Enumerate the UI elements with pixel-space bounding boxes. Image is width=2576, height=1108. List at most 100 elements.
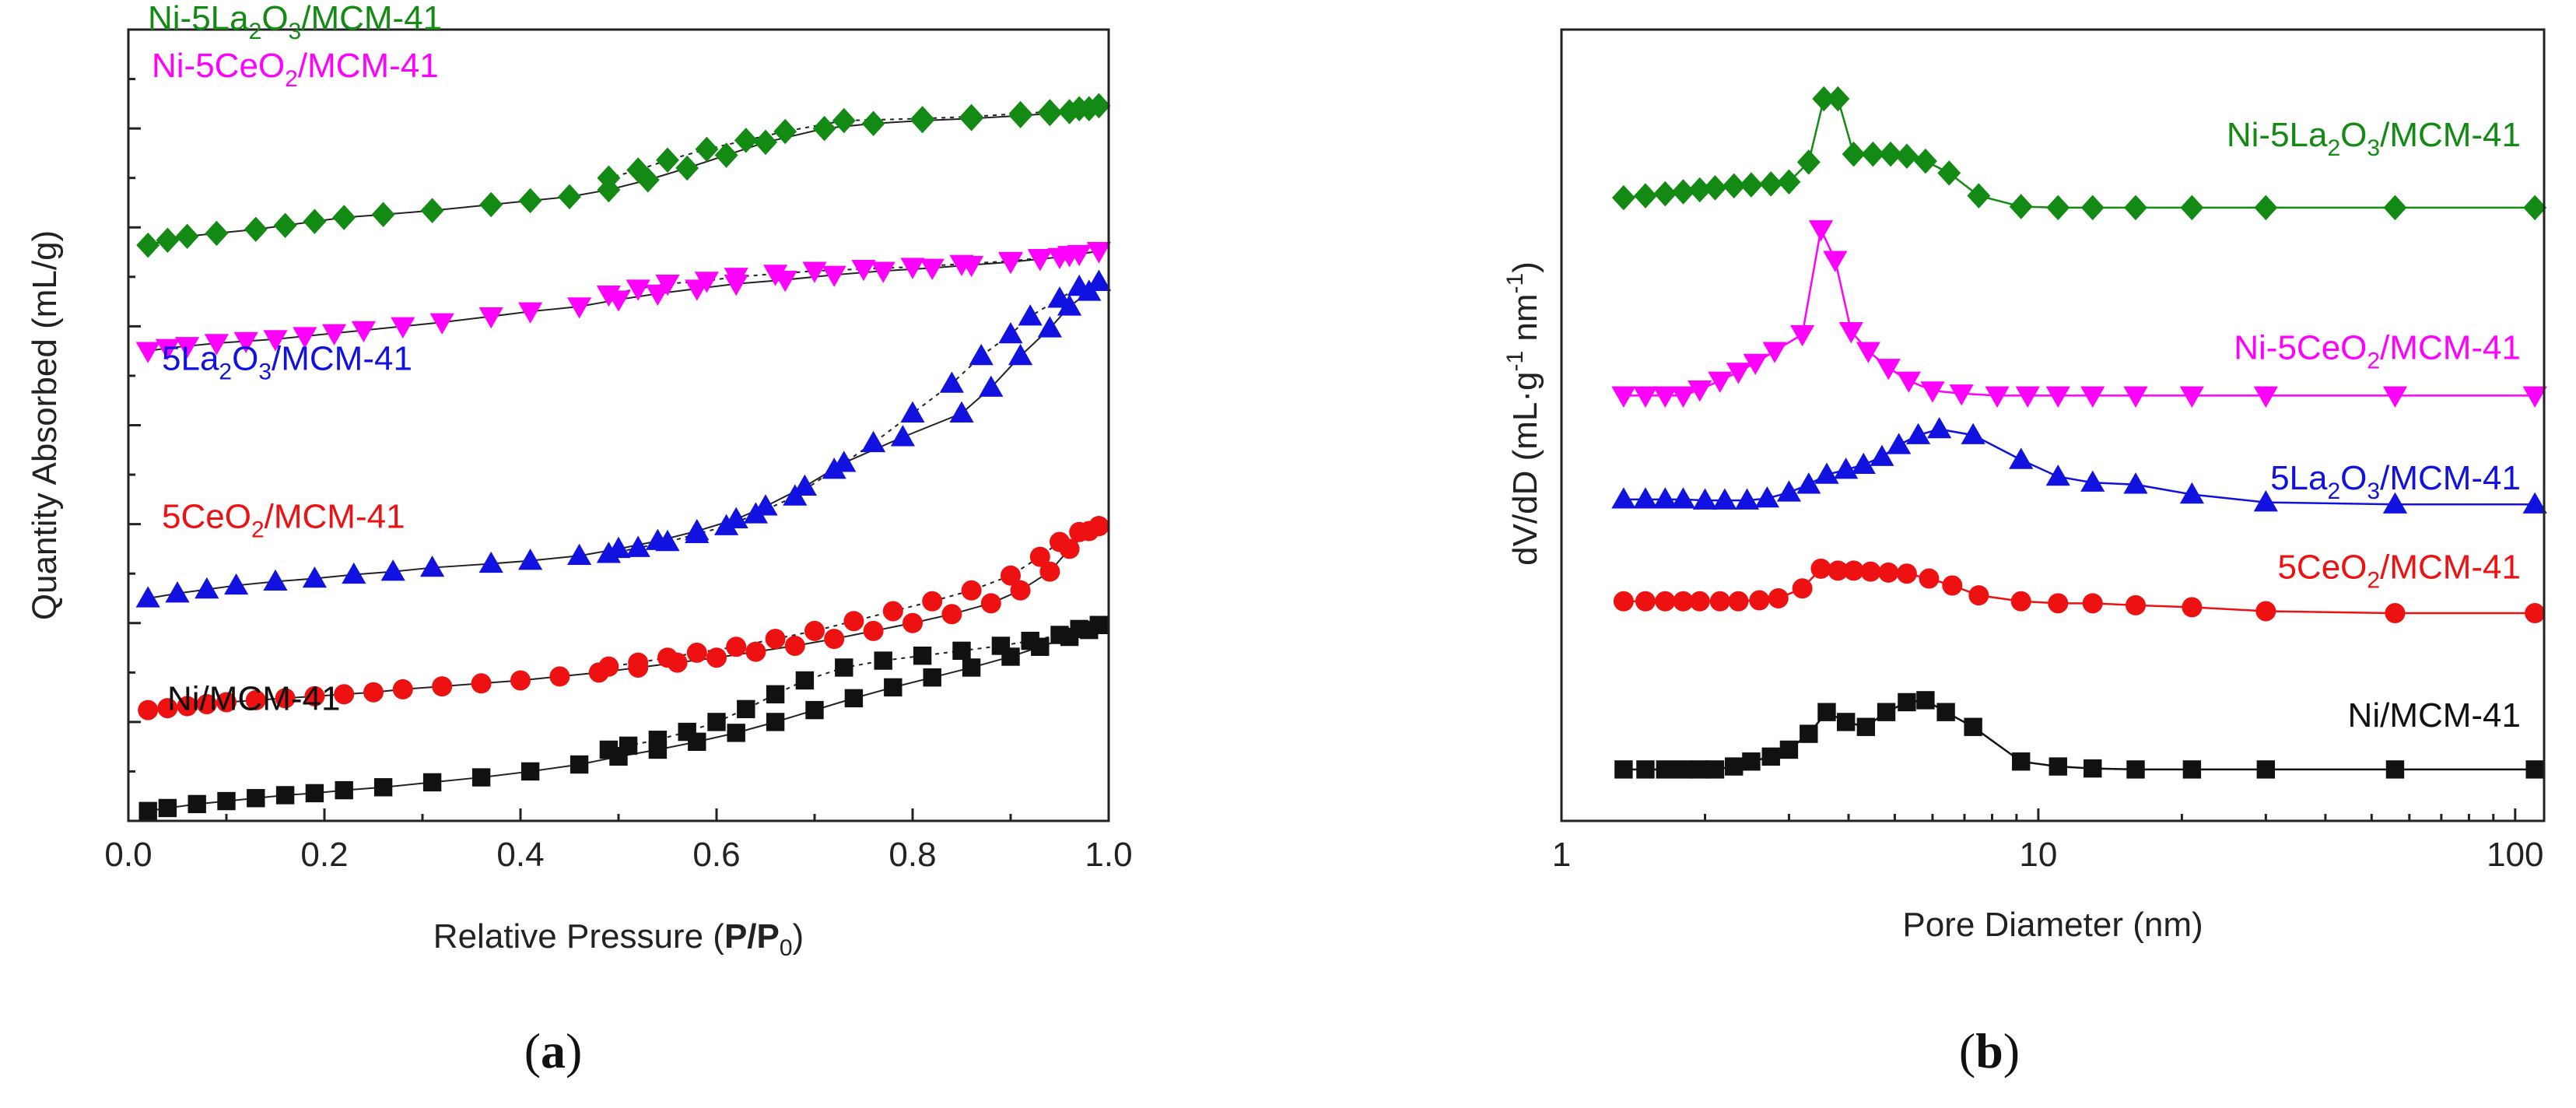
series-label: Ni/MCM-41 bbox=[167, 680, 340, 718]
adsorption-point bbox=[263, 569, 288, 591]
series-label: Ni-5La2O3/MCM-41 bbox=[148, 0, 442, 44]
desorption-point bbox=[686, 642, 707, 663]
adsorption-point bbox=[471, 768, 491, 787]
series-label: 5La2O3/MCM-41 bbox=[2270, 459, 2521, 504]
desorption-point bbox=[657, 647, 678, 668]
x-tick-label: 100 bbox=[2487, 836, 2543, 874]
adsorption-point bbox=[305, 784, 324, 803]
adsorption-line bbox=[148, 624, 1099, 812]
data-point bbox=[2045, 465, 2070, 486]
data-point bbox=[1936, 703, 1955, 721]
desorption-point bbox=[1086, 242, 1111, 264]
data-point bbox=[1877, 703, 1896, 721]
adsorption-point bbox=[636, 167, 660, 193]
data-point bbox=[1708, 371, 1733, 393]
series-Ni-5CeO2/MCM-41 bbox=[135, 242, 1111, 363]
data-point bbox=[2015, 386, 2040, 408]
data-point bbox=[1726, 363, 1751, 384]
data-point bbox=[2080, 195, 2105, 221]
adsorption-point bbox=[429, 313, 454, 335]
adsorption-point bbox=[373, 778, 393, 797]
adsorption-point bbox=[1037, 316, 1062, 338]
desorption-point bbox=[922, 591, 943, 612]
data-point bbox=[1823, 251, 1848, 272]
desorption-point bbox=[626, 157, 650, 183]
data-point bbox=[2383, 195, 2407, 221]
data-point bbox=[1754, 486, 1779, 508]
panel-b-y-axis-title: dV/dD (mL·g-1 nm-1) bbox=[1502, 261, 1544, 566]
desorption-point bbox=[626, 535, 650, 557]
data-point bbox=[1961, 423, 1985, 444]
panel-b-plot-frame bbox=[1560, 28, 2546, 822]
desorption-point bbox=[724, 268, 748, 289]
series-label: Ni/MCM-41 bbox=[2348, 696, 2521, 735]
data-point bbox=[1611, 487, 1636, 509]
data-point bbox=[2126, 594, 2147, 615]
x-tick-label: 0.2 bbox=[300, 836, 348, 874]
desorption-point bbox=[765, 629, 786, 650]
data-point bbox=[2180, 195, 2204, 221]
desorption-point bbox=[1021, 631, 1039, 650]
desorption-point bbox=[1050, 626, 1069, 644]
data-point bbox=[2525, 760, 2544, 779]
data-point bbox=[1670, 487, 1696, 509]
desorption-point bbox=[726, 636, 747, 657]
adsorption-point bbox=[275, 688, 296, 709]
adsorption-point bbox=[196, 693, 217, 714]
desorption-point bbox=[1050, 531, 1070, 552]
data-point bbox=[2254, 195, 2278, 221]
adsorption-point bbox=[570, 755, 589, 774]
adsorption-point bbox=[567, 297, 592, 319]
data-point bbox=[2522, 386, 2547, 408]
desorption-point bbox=[783, 484, 808, 506]
panel-a-caption: (a) bbox=[524, 1023, 583, 1078]
adsorption-point bbox=[518, 549, 543, 570]
series-5La2O3/MCM-41 bbox=[135, 269, 1111, 608]
adsorption-point bbox=[727, 724, 745, 742]
adsorption-point bbox=[861, 110, 885, 137]
adsorption-point bbox=[1039, 561, 1060, 582]
desorption-point bbox=[939, 371, 964, 393]
adsorption-point bbox=[303, 209, 327, 234]
desorption-point bbox=[822, 458, 846, 479]
series-Ni-5CeO2/MCM-41 bbox=[1611, 220, 2547, 408]
desorption-point bbox=[802, 261, 827, 283]
desorption-point bbox=[1001, 565, 1021, 586]
series-5La2O3/MCM-41 bbox=[1611, 416, 2547, 514]
desorption-point bbox=[1087, 93, 1111, 119]
adsorption-point bbox=[273, 212, 297, 238]
desorption-point bbox=[685, 521, 710, 544]
series-label: Ni-5CeO2/MCM-41 bbox=[2234, 328, 2521, 373]
adsorption-point bbox=[334, 684, 355, 705]
data-point bbox=[1671, 179, 1695, 205]
desorption-point bbox=[832, 107, 856, 134]
desorption-point bbox=[678, 722, 696, 742]
data-point bbox=[1688, 177, 1712, 203]
data-point bbox=[1790, 324, 1815, 347]
adsorption-point bbox=[175, 337, 200, 359]
adsorption-point bbox=[188, 794, 206, 814]
desorption-point bbox=[773, 118, 797, 145]
data-point bbox=[1611, 386, 1636, 408]
adsorption-point bbox=[812, 115, 836, 142]
adsorption-point bbox=[135, 342, 160, 363]
data-point bbox=[1692, 488, 1718, 510]
adsorption-point bbox=[979, 375, 1004, 397]
data-point bbox=[2009, 447, 2034, 469]
data-point bbox=[1636, 760, 1655, 779]
adsorption-line bbox=[148, 250, 1099, 352]
desorption-point bbox=[1028, 248, 1053, 271]
adsorption-point bbox=[155, 338, 180, 360]
desorption-point bbox=[596, 285, 621, 307]
adsorption-point bbox=[706, 647, 727, 668]
adsorption-point bbox=[871, 261, 895, 283]
desorption-point bbox=[1057, 246, 1082, 268]
data-point bbox=[1942, 575, 1963, 596]
adsorption-point bbox=[549, 666, 570, 687]
adsorption-point bbox=[216, 692, 237, 713]
data-point bbox=[1937, 160, 1961, 186]
data-point bbox=[2523, 195, 2547, 221]
desorption-point bbox=[734, 128, 758, 153]
desorption-point bbox=[1018, 304, 1043, 326]
